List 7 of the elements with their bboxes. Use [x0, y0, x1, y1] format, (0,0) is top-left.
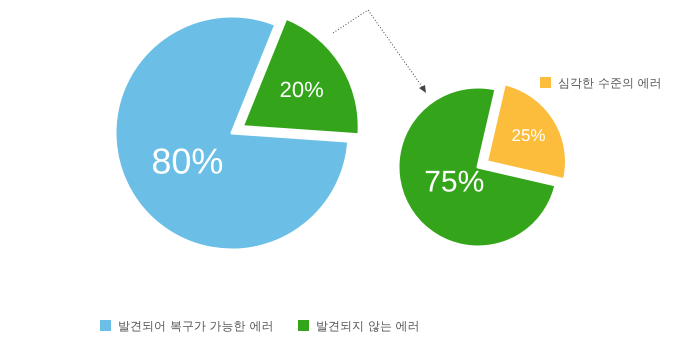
data-label: 20% — [280, 76, 324, 102]
data-label: 75% — [424, 165, 484, 198]
legend-label: 발견되지 않는 에러 — [316, 319, 420, 333]
data-label: 25% — [512, 126, 546, 145]
legend-label: 발견되어 복구가 가능한 에러 — [118, 319, 274, 333]
legend-label: 심각한 수준의 에러 — [558, 76, 662, 90]
data-label: 80% — [151, 140, 224, 182]
